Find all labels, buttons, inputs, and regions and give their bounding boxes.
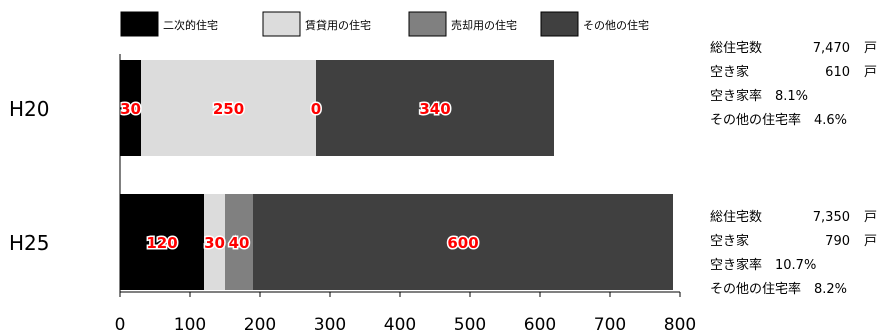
x-tick-label: 600 [524,315,556,333]
data-label: 30 [204,234,225,252]
category-labels: H20 H25 [9,97,50,255]
data-label: 40 [229,234,250,252]
data-label: 120 [146,234,177,252]
bar-segment [120,194,204,290]
x-tick-label: 300 [314,315,346,333]
bar-segment [253,194,673,290]
data-label: 600 [447,234,478,252]
x-tick-label: 0 [115,315,126,333]
bar-segment [204,194,225,290]
category-label: H25 [9,231,50,255]
chart-legend: 二次的住宅 賃貸用の住宅 売却用の住宅 その他の住宅 [120,11,649,37]
total-housing-row: 総住宅数 7,470 戸 [710,37,877,61]
vacancy-rate: 空き家率 10.7% [710,258,817,273]
bar-segment [120,60,141,156]
vacant-row: 空き家 790 戸 [710,230,877,254]
total-housing-value: 7,470 [812,41,850,56]
legend-label: 二次的住宅 [163,18,218,32]
summary-h25: 総住宅数 7,350 戸 空き家 790 戸 空き家率 10.7% その他の住宅率 8.… [710,206,877,302]
legend-label: その他の住宅 [583,18,649,32]
vacant-value: 610 [825,65,850,80]
total-housing-value: 7,350 [812,210,850,225]
legend-label: 賃貸用の住宅 [305,18,371,32]
legend-swatch [408,11,447,37]
other-housing-rate: その他の住宅率 4.6% [710,113,848,128]
legend-swatch [540,11,579,37]
x-tick-label: 700 [594,315,626,333]
data-label: 0 [311,100,321,118]
vacancy-rate: 空き家率 8.1% [710,89,809,104]
vacant-value: 790 [825,234,850,249]
x-axis: 0 100 200 300 400 500 600 700 800 [115,54,696,333]
x-tick-label: 800 [664,315,696,333]
bar-segment [225,194,253,290]
data-label: 30 [120,100,141,118]
other-housing-rate: その他の住宅率 8.2% [710,282,848,297]
legend-swatch [262,11,301,37]
bar-segment [316,60,554,156]
vacant-unit: 戸 [864,234,878,249]
total-housing-unit: 戸 [864,210,878,225]
total-housing-unit: 戸 [864,41,878,56]
legend-label: 売却用の住宅 [451,18,517,32]
vacant-row: 空き家 610 戸 [710,61,877,85]
x-tick-label: 100 [174,315,206,333]
total-housing-label: 総住宅数 [710,210,763,225]
total-housing-row: 総住宅数 7,350 戸 [710,206,877,230]
legend-swatch [120,11,159,37]
summary-h20: 総住宅数 7,470 戸 空き家 610 戸 空き家率 8.1% その他の住宅率 4.6… [710,37,877,133]
category-label: H20 [9,97,50,121]
x-tick-label: 400 [384,315,416,333]
total-housing-label: 総住宅数 [710,41,763,56]
x-tick-label: 200 [244,315,276,333]
vacant-label: 空き家 [710,234,750,249]
vacant-unit: 戸 [864,65,878,80]
bar-groups [120,60,673,290]
data-label: 340 [419,100,450,118]
vacant-label: 空き家 [710,65,750,80]
data-label: 250 [213,100,244,118]
x-tick-label: 500 [454,315,486,333]
bar-segment [141,60,316,156]
